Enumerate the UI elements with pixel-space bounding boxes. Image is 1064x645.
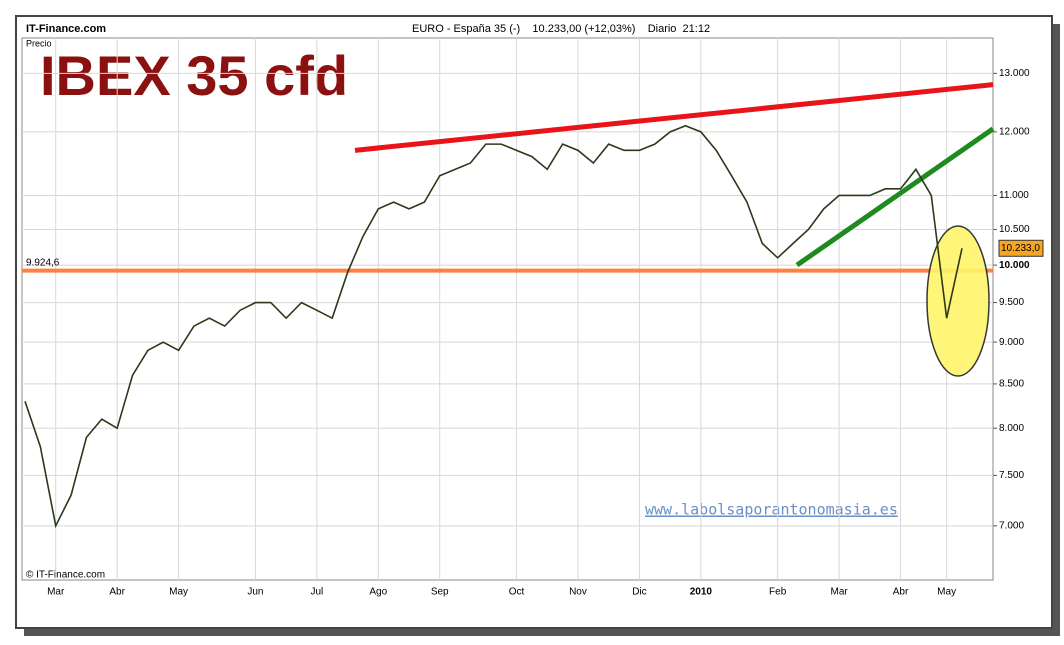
y-tick-label: 10.500 xyxy=(999,224,1030,235)
series: 10.233,0 xyxy=(24,124,1044,529)
x-tick-label: Feb xyxy=(769,587,787,598)
last-price-label: 10.233,0 xyxy=(1001,243,1040,254)
price-line xyxy=(24,124,963,529)
y-tick-label: 11.000 xyxy=(999,190,1029,201)
highlight-ellipse xyxy=(926,225,990,377)
y-tick-label: 13.000 xyxy=(999,68,1030,79)
x-tick-label: May xyxy=(937,587,956,598)
source: IT-Finance.com xyxy=(26,23,106,35)
copyright: © IT-Finance.com xyxy=(26,570,105,581)
y-tick-label: 8.500 xyxy=(999,379,1024,390)
x-tick-label: Sep xyxy=(431,587,449,598)
header: EURO - España 35 (-) 10.233,00 (+12,03%)… xyxy=(412,23,710,35)
axis-label: Precio xyxy=(26,38,52,48)
plot-area xyxy=(21,37,994,581)
watermark: www.labolsaporantonomasia.es xyxy=(645,501,898,519)
y-tick-label: 12.000 xyxy=(999,126,1030,137)
x-tick-label: Abr xyxy=(109,587,125,598)
x-tick-label: Mar xyxy=(830,587,848,598)
x-tick-label: Ago xyxy=(369,587,387,598)
y-tick-label: 8.000 xyxy=(999,423,1024,434)
x-tick-label: Jun xyxy=(247,587,263,598)
x-tick-label: 2010 xyxy=(690,587,713,598)
x-tick-label: Oct xyxy=(509,587,525,598)
overlays: 9.924,6 xyxy=(22,82,995,273)
x-tick-label: Nov xyxy=(569,587,587,598)
trendline xyxy=(354,82,994,153)
trendline xyxy=(795,126,995,268)
x-tick-label: Jul xyxy=(310,587,323,598)
x-tick-label: Dic xyxy=(632,587,646,598)
x-tick-label: Mar xyxy=(47,587,65,598)
grid: 7.000 7.500 8.000 8.500 9.000 9.500 10.000 10.5… xyxy=(22,38,1030,598)
x-tick-label: May xyxy=(169,587,188,598)
chart-title: IBEX 35 cfd xyxy=(40,44,348,107)
y-tick-label: 10.000 xyxy=(999,260,1030,271)
y-tick-label: 7.500 xyxy=(999,470,1024,481)
support-label: 9.924,6 xyxy=(26,257,60,268)
y-tick-label: 9.000 xyxy=(999,337,1024,348)
x-tick-label: Abr xyxy=(893,587,909,598)
y-tick-label: 7.000 xyxy=(999,520,1024,531)
last-price-box xyxy=(998,239,1044,257)
y-tick-label: 9.500 xyxy=(999,297,1024,308)
